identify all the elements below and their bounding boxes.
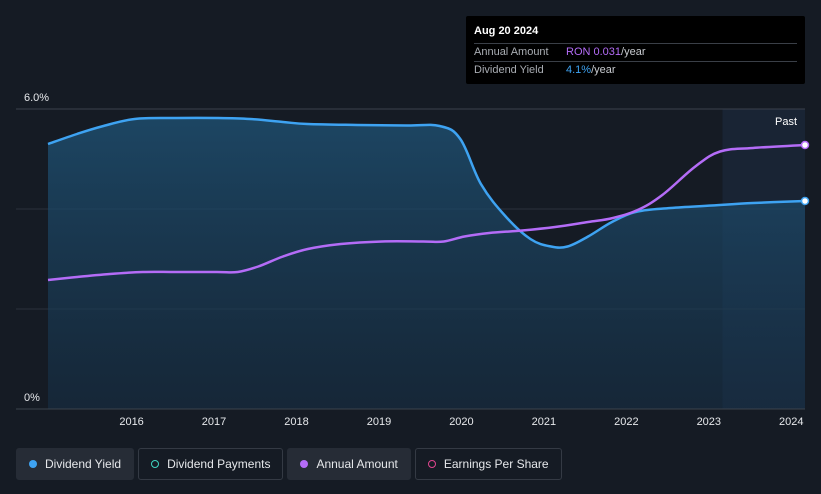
legend-item-dividend-yield[interactable]: Dividend Yield bbox=[16, 448, 135, 480]
annual-amount-endpoint[interactable] bbox=[800, 140, 810, 150]
tooltip-unit: /year bbox=[621, 46, 646, 58]
x-tick-label: 2017 bbox=[202, 416, 226, 428]
x-tick-label: 2023 bbox=[697, 416, 721, 428]
tooltip-unit: /year bbox=[591, 64, 616, 76]
tooltip-row-annual-amount: Annual Amount RON 0.031 /year bbox=[474, 44, 797, 62]
x-tick-label: 2024 bbox=[779, 416, 803, 428]
legend-item-dividend-payments[interactable]: Dividend Payments bbox=[138, 448, 284, 480]
y-tick-label-bottom: 0% bbox=[24, 392, 40, 404]
ring-icon bbox=[151, 460, 160, 468]
x-tick-label: 2022 bbox=[614, 416, 638, 428]
x-axis-ticks: 2016 2017 2018 2019 2020 2021 2022 2023 2024 bbox=[119, 416, 803, 428]
past-region-label: Past bbox=[775, 116, 797, 128]
y-tick-label-top: 6.0% bbox=[24, 92, 49, 104]
dividend-yield-endpoint[interactable] bbox=[800, 196, 810, 206]
x-tick-label: 2021 bbox=[532, 416, 556, 428]
legend-label: Dividend Payments bbox=[167, 457, 271, 471]
tooltip-label: Annual Amount bbox=[474, 46, 549, 58]
tooltip-value: 4.1% bbox=[566, 64, 592, 76]
x-tick-label: 2018 bbox=[284, 416, 308, 428]
legend-label: Dividend Yield bbox=[45, 457, 122, 471]
legend-label: Annual Amount bbox=[316, 457, 398, 471]
dividend-yield-area bbox=[48, 117, 805, 409]
ring-icon bbox=[427, 460, 436, 468]
annual-amount-line[interactable] bbox=[47, 143, 806, 282]
legend-item-annual-amount[interactable]: Annual Amount bbox=[287, 448, 411, 480]
tooltip: Aug 20 2024 Annual Amount RON 0.031 /yea… bbox=[466, 16, 805, 84]
chart-legend: Dividend Yield Dividend Payments Annual … bbox=[16, 448, 562, 480]
tooltip-date: Aug 20 2024 bbox=[474, 24, 797, 44]
x-tick-label: 2016 bbox=[119, 416, 143, 428]
legend-item-earnings-per-share[interactable]: Earnings Per Share bbox=[414, 448, 562, 480]
x-tick-label: 2020 bbox=[449, 416, 473, 428]
dot-icon bbox=[29, 460, 37, 468]
dividend-yield-line[interactable] bbox=[47, 116, 806, 249]
x-tick-label: 2019 bbox=[367, 416, 391, 428]
tooltip-label: Dividend Yield bbox=[474, 64, 544, 76]
legend-label: Earnings Per Share bbox=[443, 457, 549, 471]
tooltip-value: RON 0.031 bbox=[566, 46, 622, 58]
dot-icon bbox=[300, 460, 309, 468]
tooltip-row-dividend-yield: Dividend Yield 4.1% /year bbox=[474, 62, 797, 79]
